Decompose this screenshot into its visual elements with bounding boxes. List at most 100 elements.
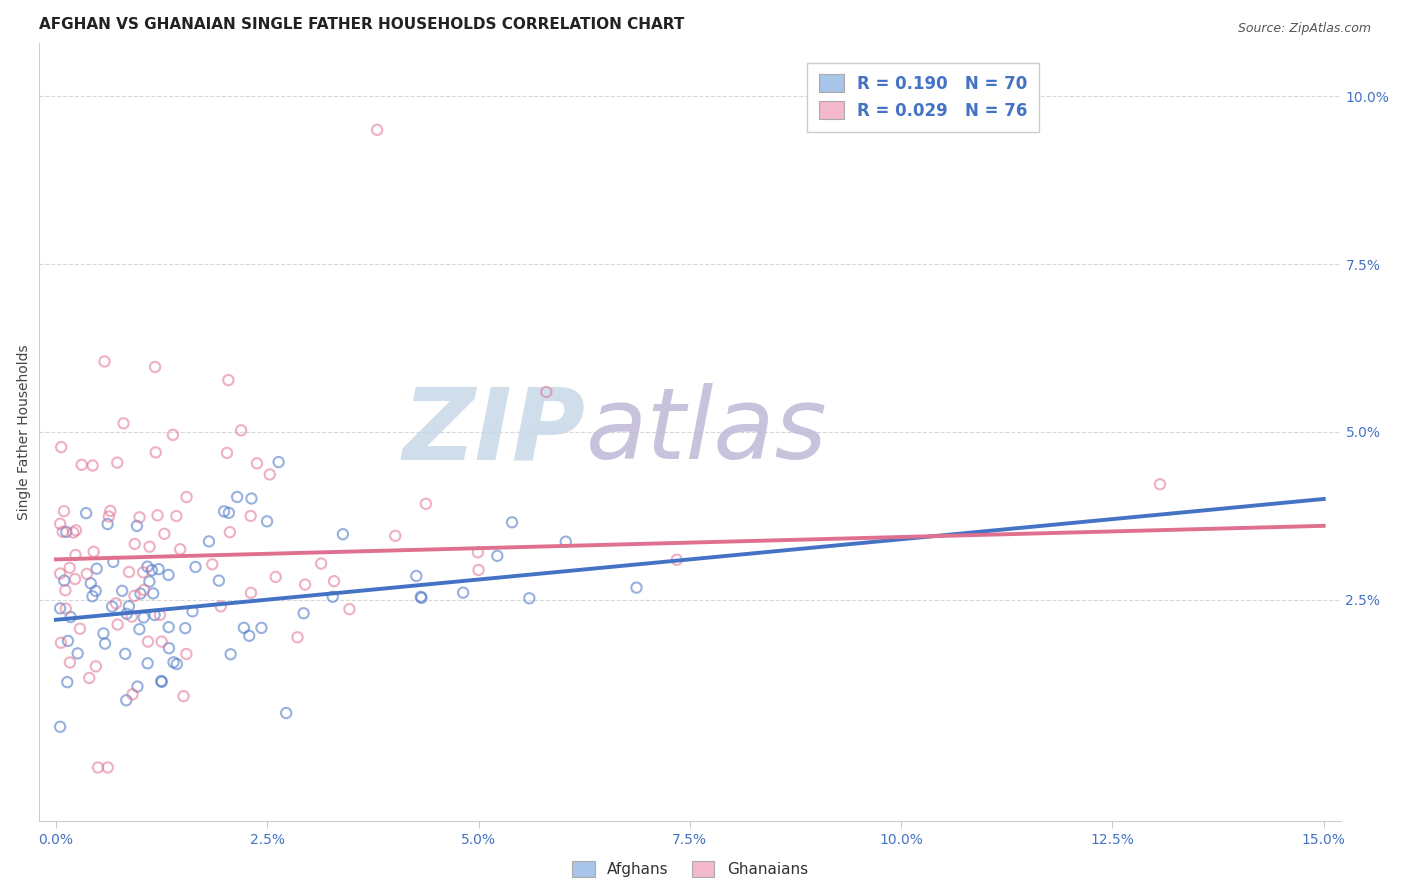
Point: [405, 569, 427, 583]
Point: [132, 582, 155, 597]
Point: [77, 671, 100, 685]
Point: [94, 637, 117, 651]
Point: [97, 760, 120, 774]
Point: [93, 354, 115, 368]
Point: [127, 680, 149, 694]
Point: [467, 563, 489, 577]
Point: [51, 440, 73, 454]
Point: [69, 622, 91, 636]
Point: [232, 621, 254, 635]
Point: [118, 565, 141, 579]
Point: [128, 510, 150, 524]
Point: [53, 504, 76, 518]
Point: [665, 553, 688, 567]
Point: [75, 506, 97, 520]
Point: [125, 519, 148, 533]
Point: [82, 458, 104, 473]
Point: [124, 589, 146, 603]
Point: [53, 583, 76, 598]
Point: [415, 497, 437, 511]
Point: [219, 525, 242, 540]
Point: [145, 445, 167, 459]
Point: [554, 534, 576, 549]
Y-axis label: Single Father Households: Single Father Households: [17, 344, 31, 520]
Point: [256, 514, 278, 528]
Point: [87, 760, 110, 774]
Point: [409, 590, 432, 604]
Point: [309, 557, 332, 571]
Legend: Afghans, Ghanaians: Afghans, Ghanaians: [565, 855, 814, 884]
Point: [132, 610, 155, 624]
Point: [118, 599, 141, 614]
Point: [148, 562, 170, 576]
Point: [411, 591, 433, 605]
Point: [65, 524, 87, 538]
Point: [153, 526, 176, 541]
Point: [84, 583, 107, 598]
Text: Source: ZipAtlas.com: Source: ZipAtlas.com: [1237, 22, 1371, 36]
Point: [66, 647, 89, 661]
Point: [536, 384, 558, 399]
Point: [76, 566, 98, 581]
Point: [138, 574, 160, 589]
Point: [276, 706, 298, 720]
Point: [97, 509, 120, 524]
Point: [626, 581, 648, 595]
Point: [267, 455, 290, 469]
Point: [83, 545, 105, 559]
Point: [103, 555, 125, 569]
Point: [49, 720, 72, 734]
Point: [287, 630, 309, 644]
Point: [157, 567, 180, 582]
Point: [49, 636, 72, 650]
Point: [384, 529, 406, 543]
Point: [138, 540, 160, 554]
Point: [1149, 477, 1171, 491]
Point: [212, 504, 235, 518]
Point: [157, 641, 180, 656]
Point: [121, 609, 143, 624]
Point: [136, 657, 159, 671]
Point: [63, 572, 86, 586]
Point: [129, 586, 152, 600]
Point: [107, 617, 129, 632]
Point: [209, 599, 232, 614]
Point: [226, 490, 249, 504]
Point: [141, 563, 163, 577]
Point: [292, 607, 315, 621]
Point: [229, 423, 252, 437]
Point: [451, 585, 474, 599]
Point: [62, 525, 84, 540]
Point: [146, 508, 169, 523]
Point: [332, 527, 354, 541]
Point: [339, 602, 361, 616]
Point: [208, 574, 231, 588]
Point: [112, 417, 135, 431]
Point: [162, 656, 184, 670]
Point: [52, 524, 75, 539]
Point: [124, 537, 146, 551]
Point: [59, 560, 82, 574]
Point: [322, 590, 344, 604]
Point: [166, 657, 188, 671]
Text: AFGHAN VS GHANAIAN SINGLE FATHER HOUSEHOLDS CORRELATION CHART: AFGHAN VS GHANAIAN SINGLE FATHER HOUSEHO…: [39, 17, 685, 32]
Point: [132, 566, 155, 580]
Point: [143, 359, 166, 374]
Point: [128, 622, 150, 636]
Point: [323, 574, 346, 589]
Point: [176, 647, 198, 661]
Point: [218, 506, 240, 520]
Point: [56, 634, 79, 648]
Point: [176, 490, 198, 504]
Point: [86, 562, 108, 576]
Point: [121, 687, 143, 701]
Point: [198, 534, 221, 549]
Point: [173, 689, 195, 703]
Point: [246, 456, 269, 470]
Point: [157, 620, 180, 634]
Point: [53, 574, 76, 588]
Point: [150, 673, 173, 688]
Point: [181, 604, 204, 618]
Point: [84, 659, 107, 673]
Point: [59, 610, 82, 624]
